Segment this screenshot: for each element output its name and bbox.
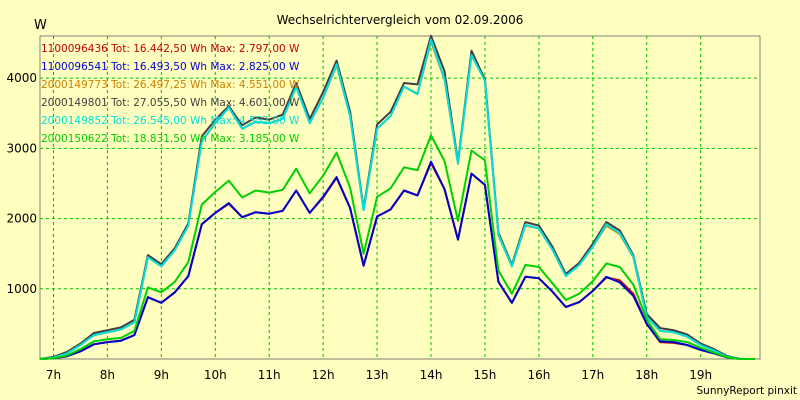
x-tick-label: 8h [100, 368, 115, 382]
series-line-2000150622 [39, 134, 755, 360]
y-axis-unit-label: W [34, 18, 47, 33]
x-tick-label: 16h [527, 368, 550, 382]
y-axis-ticks: 1000 2000 3000 4000 [6, 71, 37, 296]
x-tick-label: 15h [474, 368, 497, 382]
y-tick-label: 1000 [6, 282, 37, 296]
x-tick-label: 13h [366, 368, 389, 382]
x-tick-label: 10h [204, 368, 227, 382]
chart-title: Wechselrichtervergleich vom 02.09.2006 [277, 13, 524, 27]
legend-entry: 2000149852 Tot: 26.545,00 Wh Max: 4.552,… [41, 115, 300, 127]
x-tick-label: 11h [258, 368, 281, 382]
legend: 1100096436 Tot: 16.442,50 Wh Max: 2.797,… [41, 43, 300, 145]
plot-border [39, 35, 761, 360]
x-axis-ticks: 7h 8h 9h 10h 11h 12h 13h 14h 15h 16h 17h 18h 19h [46, 368, 712, 382]
x-tick-label: 9h [154, 368, 169, 382]
series-line-1100096541 [39, 160, 755, 360]
x-tick-label: 18h [635, 368, 658, 382]
legend-entry: 2000149773 Tot: 26.497,25 Wh Max: 4.551,… [41, 79, 300, 91]
x-tick-label: 17h [581, 368, 604, 382]
credit-label: SunnyReport pinxit [697, 385, 797, 397]
y-tick-label: 2000 [6, 212, 37, 226]
legend-entry: 1100096541 Tot: 16.493,50 Wh Max: 2.825,… [41, 61, 300, 73]
legend-entry: 2000150622 Tot: 18.831,50 Wh Max: 3.185,… [41, 133, 300, 145]
x-tick-label: 14h [420, 368, 443, 382]
plot-frame [39, 35, 761, 360]
series-line-2000149852 [39, 38, 755, 360]
legend-entry: 2000149801 Tot: 27.055,50 Wh Max: 4.601,… [41, 97, 300, 109]
series-lines [39, 34, 755, 360]
y-tick-label: 3000 [6, 141, 37, 155]
y-tick-label: 4000 [6, 71, 37, 85]
x-tick-label: 7h [46, 368, 61, 382]
legend-entry: 1100096436 Tot: 16.442,50 Wh Max: 2.797,… [41, 43, 300, 55]
x-tick-label: 19h [689, 368, 712, 382]
x-tick-label: 12h [312, 368, 335, 382]
